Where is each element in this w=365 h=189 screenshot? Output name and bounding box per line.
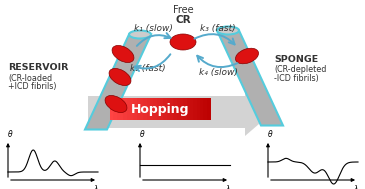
Bar	[190, 98, 194, 120]
Text: RESERVOIR: RESERVOIR	[8, 64, 68, 73]
Bar	[137, 98, 141, 120]
Bar	[110, 98, 114, 120]
Text: (CR-loaded: (CR-loaded	[8, 74, 52, 83]
Text: Free: Free	[173, 5, 193, 15]
Bar	[177, 98, 181, 120]
Text: k₁ (slow): k₁ (slow)	[134, 23, 172, 33]
Text: SPONGE: SPONGE	[274, 56, 318, 64]
Text: $\lambda$: $\lambda$	[225, 183, 231, 189]
Text: $\lambda$: $\lambda$	[93, 183, 99, 189]
Text: $\theta$: $\theta$	[267, 128, 273, 139]
Ellipse shape	[105, 95, 127, 112]
Bar	[114, 98, 117, 120]
Bar	[153, 98, 157, 120]
Bar	[203, 98, 207, 120]
Bar	[117, 98, 120, 120]
Bar	[183, 98, 187, 120]
Bar	[187, 98, 191, 120]
Bar	[180, 98, 184, 120]
Bar	[127, 98, 131, 120]
Bar	[133, 98, 137, 120]
Ellipse shape	[235, 48, 258, 64]
Bar	[170, 98, 174, 120]
Text: CR: CR	[175, 15, 191, 25]
Bar	[160, 98, 164, 120]
Bar	[197, 98, 200, 120]
Bar	[167, 98, 170, 120]
Bar	[140, 98, 144, 120]
Text: $\theta$: $\theta$	[7, 128, 14, 139]
Text: -ICD fibrils): -ICD fibrils)	[274, 74, 319, 84]
Text: +ICD fibrils): +ICD fibrils)	[8, 83, 57, 91]
Bar	[150, 98, 154, 120]
Bar	[123, 98, 127, 120]
Bar	[120, 98, 124, 120]
Bar	[163, 98, 167, 120]
Bar	[200, 98, 204, 120]
Bar	[157, 98, 161, 120]
Bar	[193, 98, 197, 120]
Text: $\lambda$: $\lambda$	[353, 183, 359, 189]
Text: Hopping: Hopping	[131, 102, 189, 115]
Polygon shape	[217, 30, 283, 125]
Text: k₄ (slow): k₄ (slow)	[199, 67, 238, 77]
Bar	[143, 98, 147, 120]
Ellipse shape	[109, 68, 131, 86]
Text: $\theta$: $\theta$	[139, 128, 146, 139]
Text: k₃ (fast): k₃ (fast)	[200, 23, 236, 33]
Bar	[173, 98, 177, 120]
Ellipse shape	[112, 46, 134, 63]
FancyArrow shape	[88, 88, 273, 136]
Bar	[130, 98, 134, 120]
Polygon shape	[85, 35, 151, 129]
Ellipse shape	[170, 34, 196, 50]
Text: (CR-depleted: (CR-depleted	[274, 66, 326, 74]
Bar	[147, 98, 150, 120]
Bar	[207, 98, 211, 120]
Text: k₂ (fast): k₂ (fast)	[130, 64, 166, 73]
Ellipse shape	[217, 26, 239, 35]
Ellipse shape	[129, 30, 151, 39]
